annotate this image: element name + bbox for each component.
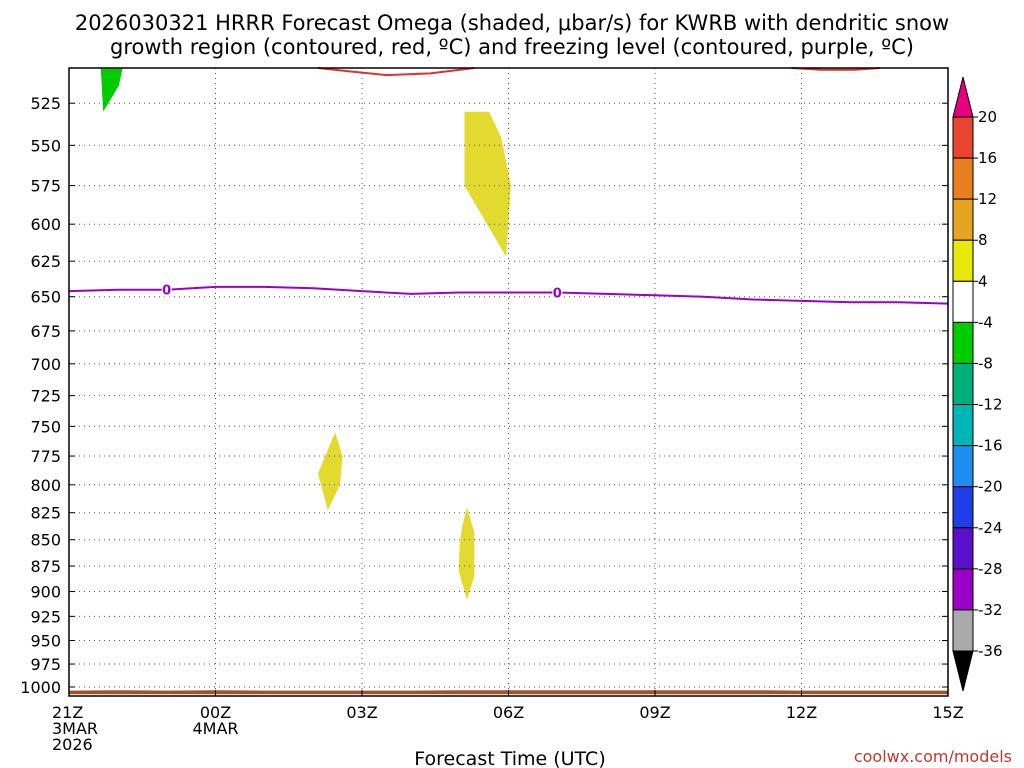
plot-frame: [68, 67, 949, 697]
colorbar-label--8: -8: [978, 354, 993, 372]
x-tick-label-12-0: 09Z: [639, 703, 670, 722]
colorbar-label-20: 20: [978, 108, 997, 126]
x-tick-label-6-0: 03Z: [346, 703, 377, 722]
x-tick-label-3-0: 00Z: [200, 703, 231, 722]
y-tick-label-775: 775: [30, 447, 61, 466]
omega-region-yellow-lower-mid: [458, 507, 475, 600]
y-tick-label-575: 575: [30, 177, 61, 196]
colorbar-segment-8: [952, 445, 974, 488]
x-tick-label-0-1: 3MAR: [52, 719, 98, 738]
omega-region-green-upper-left: [100, 68, 123, 112]
colorbar-segment-11: [952, 568, 974, 611]
colorbar-segment-3: [952, 239, 974, 282]
x-tick-label-18-0: 15Z: [932, 703, 963, 722]
colorbar-segment-5: [952, 321, 974, 364]
omega-region-yellow-upper-mid: [464, 111, 511, 257]
colorbar-label--20: -20: [978, 478, 1003, 496]
credit-text: coolwx.com/models: [854, 747, 1012, 766]
colorbar-segment-2: [952, 198, 974, 241]
omega-shading-layer: [100, 68, 511, 600]
y-tick-label-900: 900: [30, 583, 61, 602]
x-tick-label-0-2: 2026: [52, 735, 93, 754]
y-tick-label-800: 800: [30, 476, 61, 495]
colorbar-label--32: -32: [978, 601, 1003, 619]
chart-title-line-1: 2026030321 HRRR Forecast Omega (shaded, …: [75, 11, 949, 35]
chart-title-line-2: growth region (contoured, red, ºC) and f…: [110, 35, 914, 59]
y-tick-label-850: 850: [30, 531, 61, 550]
colorbar-label--36: -36: [978, 642, 1003, 660]
y-axis-ticks: 525 550 575 600 625 650 675 700 725 750 775 800 825 8…: [20, 94, 948, 697]
y-tick-label-750: 750: [30, 417, 61, 436]
colorbar: 20 16 12 8 4 -4 -8 -12 -16 -20 -24 -28 -32 -36: [952, 76, 1003, 692]
colorbar-label-8: 8: [978, 231, 988, 249]
y-tick-label-650: 650: [30, 288, 61, 307]
colorbar-label-12: 12: [978, 190, 997, 208]
colorbar-segment-12: [952, 609, 974, 652]
colorbar-segment-7: [952, 404, 974, 447]
freezing-level-label-1: 0: [553, 286, 562, 301]
y-tick-label-875: 875: [30, 557, 61, 576]
colorbar-bottom-arrow: [952, 650, 974, 692]
colorbar-segment-10: [952, 527, 974, 570]
colorbar-label--4: -4: [978, 313, 993, 331]
colorbar-label--24: -24: [978, 519, 1003, 537]
y-tick-label-1000: 1000: [20, 678, 61, 697]
y-tick-label-950: 950: [30, 632, 61, 651]
y-tick-label-825: 825: [30, 504, 61, 523]
freezing-level-line: [68, 285, 949, 305]
y-tick-label-600: 600: [30, 215, 61, 234]
colorbar-label--16: -16: [978, 437, 1003, 455]
colorbar-label-4: 4: [978, 272, 988, 290]
y-tick-label-725: 725: [30, 387, 61, 406]
x-tick-label-15-0: 12Z: [786, 703, 817, 722]
colorbar-segment-0: [952, 116, 974, 159]
y-tick-label-525: 525: [30, 94, 61, 113]
y-tick-label-700: 700: [30, 355, 61, 374]
colorbar-segment-9: [952, 486, 974, 529]
x-tick-label-0-0: 21Z: [52, 703, 83, 722]
y-tick-label-675: 675: [30, 322, 61, 341]
colorbar-label--28: -28: [978, 560, 1003, 578]
freezing-level-label-bg-1: [552, 284, 563, 300]
colorbar-segment-1: [952, 157, 974, 200]
dendritic-contour-0: [317, 67, 475, 77]
y-tick-label-925: 925: [30, 607, 61, 626]
grid-lines: [69, 68, 948, 696]
freezing-level-label-0: 0: [162, 284, 171, 299]
colorbar-segment-4: [952, 280, 974, 323]
y-tick-label-625: 625: [30, 252, 61, 271]
y-tick-label-550: 550: [30, 136, 61, 155]
x-axis-title: Forecast Time (UTC): [414, 748, 605, 768]
dendritic-contour-1: [791, 67, 880, 71]
colorbar-label--12: -12: [978, 396, 1003, 414]
colorbar-segment-6: [952, 362, 974, 406]
colorbar-label-16: 16: [978, 149, 997, 167]
colorbar-top-arrow: [952, 76, 974, 118]
x-tick-label-9-0: 06Z: [493, 703, 524, 722]
x-tick-label-3-1: 4MAR: [192, 719, 238, 738]
y-tick-label-975: 975: [30, 655, 61, 674]
freezing-level-label-bg-0: [161, 281, 172, 297]
omega-region-yellow-mid-left: [318, 432, 343, 511]
